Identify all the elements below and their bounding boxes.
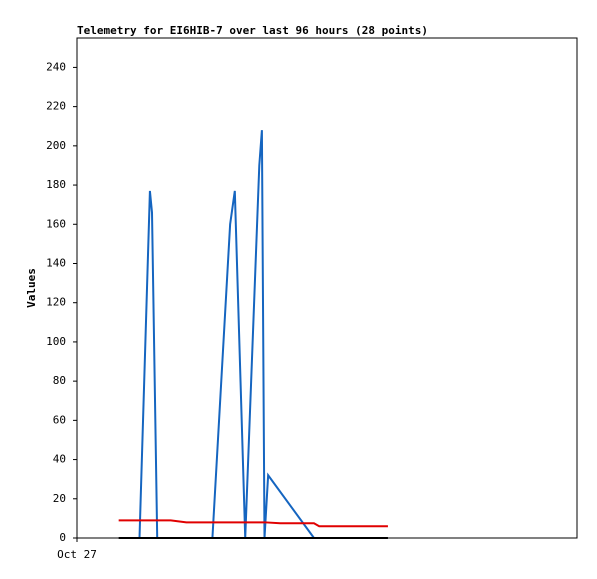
series-line bbox=[138, 130, 315, 539]
y-tick-label: 100 bbox=[46, 335, 66, 348]
y-tick-label: 20 bbox=[53, 492, 66, 505]
y-tick-label: 40 bbox=[53, 453, 66, 466]
y-tick-label: 240 bbox=[46, 60, 66, 73]
y-tick-label: 220 bbox=[46, 100, 66, 113]
x-tick-label: Oct 27 bbox=[57, 548, 97, 561]
y-tick-label: 200 bbox=[46, 139, 66, 152]
plot-frame bbox=[76, 37, 578, 539]
y-tick-label: 60 bbox=[53, 413, 66, 426]
y-tick-label: 140 bbox=[46, 256, 66, 269]
series-line bbox=[118, 519, 388, 528]
y-tick-label: 80 bbox=[53, 374, 66, 387]
y-axis-label: Values bbox=[25, 268, 38, 308]
y-tick-label: 160 bbox=[46, 217, 66, 230]
y-tick-label: 180 bbox=[46, 178, 66, 191]
y-tick-label: 0 bbox=[59, 531, 66, 544]
y-tick-label: 120 bbox=[46, 296, 66, 309]
chart-title: Telemetry for EI6HIB-7 over last 96 hour… bbox=[77, 24, 428, 37]
